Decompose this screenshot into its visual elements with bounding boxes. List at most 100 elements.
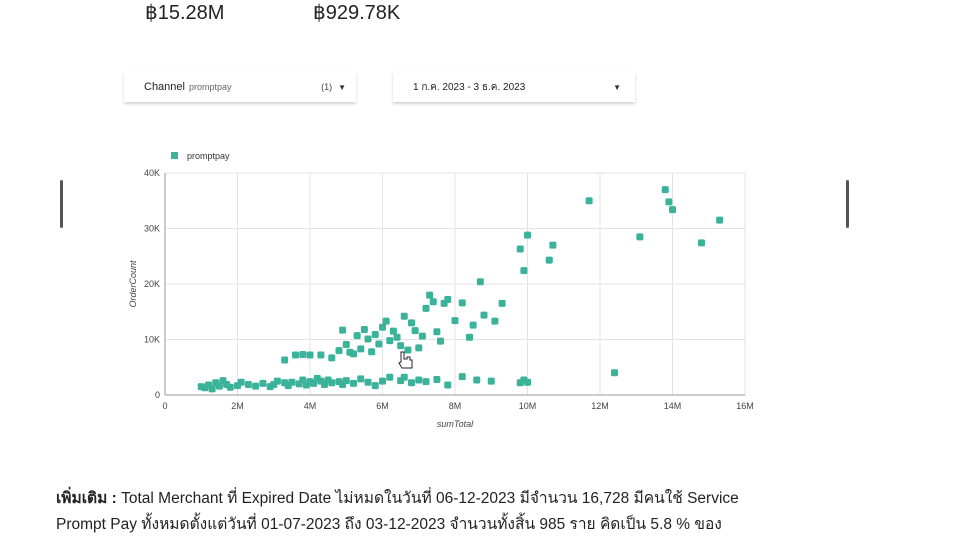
scatter-point[interactable]: [226, 383, 234, 391]
scatter-point[interactable]: [411, 327, 419, 335]
scatter-point[interactable]: [429, 298, 437, 306]
scatter-point[interactable]: [665, 198, 673, 206]
scatter-point[interactable]: [357, 345, 365, 353]
scatter-point[interactable]: [426, 291, 434, 299]
scatter-point[interactable]: [328, 379, 336, 387]
scatter-point[interactable]: [458, 373, 466, 381]
scatter-point[interactable]: [328, 354, 336, 362]
scatter-point[interactable]: [415, 344, 423, 352]
scatter-point[interactable]: [491, 317, 499, 325]
y-tick-label: 10K: [144, 335, 160, 345]
scatter-point[interactable]: [437, 337, 444, 345]
x-tick-label: 12M: [591, 401, 609, 411]
x-tick-label: 10M: [519, 401, 537, 411]
scatter-point[interactable]: [252, 382, 260, 390]
scatter-point[interactable]: [415, 376, 423, 384]
scatter-point[interactable]: [444, 381, 452, 389]
scatter-point[interactable]: [458, 299, 466, 307]
scatter-point[interactable]: [466, 333, 473, 341]
scatter-point[interactable]: [215, 382, 223, 390]
scatter-point[interactable]: [408, 319, 415, 327]
scatter-point[interactable]: [350, 379, 357, 387]
scatter-point[interactable]: [368, 348, 376, 356]
x-tick-label: 14M: [664, 401, 682, 411]
scatter-point[interactable]: [306, 351, 314, 359]
scatter-point[interactable]: [516, 245, 524, 253]
scatter-point[interactable]: [498, 299, 506, 307]
scatter-point[interactable]: [386, 337, 394, 345]
scatter-point[interactable]: [473, 376, 481, 384]
scatter-point[interactable]: [400, 373, 408, 381]
scatter-point[interactable]: [480, 311, 488, 319]
date-range-picker[interactable]: 1 ก.ค. 2023 - 3 ธ.ค. 2023 ▼: [393, 72, 635, 102]
scatter-point[interactable]: [400, 312, 408, 320]
scatter-point[interactable]: [292, 351, 299, 359]
scatter-point[interactable]: [433, 375, 441, 383]
scatter-point[interactable]: [636, 233, 644, 241]
scatter-point[interactable]: [451, 317, 459, 325]
scatter-point[interactable]: [281, 356, 289, 364]
scatter-point[interactable]: [422, 378, 430, 386]
chart-grid: [164, 172, 746, 396]
scatter-point[interactable]: [317, 351, 325, 359]
scatter-point[interactable]: [342, 340, 350, 348]
scatter-point[interactable]: [364, 378, 372, 386]
x-tick-label: 8M: [449, 401, 462, 411]
scatter-point[interactable]: [418, 332, 426, 340]
channel-filter-dropdown[interactable]: Channel promptpay (1) ▼: [124, 72, 356, 102]
scatter-point[interactable]: [524, 231, 531, 239]
scatter-point[interactable]: [389, 327, 397, 335]
scatter-point[interactable]: [520, 267, 528, 275]
scatter-point[interactable]: [698, 239, 705, 247]
chart-axes: 0 2M 4M 6M 8M 10M 12M 14M 16M 0 10K 20K 30K 40K: [144, 168, 754, 411]
scatter-point[interactable]: [371, 382, 379, 390]
scatter-point[interactable]: [357, 375, 365, 383]
scatter-point[interactable]: [259, 379, 267, 387]
left-scroll-handle[interactable]: [60, 180, 63, 228]
scatter-point[interactable]: [611, 369, 618, 377]
legend-label-promptpay: promptpay: [187, 151, 230, 161]
scatter-point[interactable]: [244, 380, 252, 388]
hand-cursor-icon: [398, 351, 413, 369]
scatter-point[interactable]: [433, 328, 441, 336]
x-tick-label: 4M: [304, 401, 317, 411]
scatter-point[interactable]: [288, 378, 296, 386]
scatter-point[interactable]: [549, 241, 557, 249]
scatter-point[interactable]: [364, 335, 372, 343]
scatter-point[interactable]: [524, 378, 531, 386]
scatter-point[interactable]: [408, 379, 415, 387]
right-scroll-handle[interactable]: [846, 180, 849, 228]
scatter-point[interactable]: [669, 206, 676, 214]
scatter-point[interactable]: [476, 278, 484, 286]
scatter-point[interactable]: [379, 377, 386, 385]
scatter-point[interactable]: [299, 350, 307, 358]
scatter-point[interactable]: [335, 347, 343, 355]
scatter-point[interactable]: [386, 373, 394, 381]
scatter-point[interactable]: [353, 332, 361, 340]
scatter-point[interactable]: [379, 323, 386, 331]
note-prefix: เพิ่มเติม :: [56, 490, 117, 507]
scatter-point[interactable]: [469, 321, 477, 329]
scatter-point[interactable]: [371, 331, 379, 339]
scatter-point[interactable]: [339, 326, 347, 334]
scatter-point[interactable]: [422, 304, 430, 312]
scatter-point[interactable]: [342, 377, 350, 385]
scatter-point[interactable]: [382, 317, 390, 325]
scatter-point[interactable]: [545, 256, 553, 264]
scatter-point[interactable]: [487, 377, 495, 385]
scatter-point[interactable]: [237, 378, 245, 386]
scatter-point[interactable]: [397, 342, 405, 350]
scatter-point[interactable]: [208, 385, 216, 393]
scatter-point[interactable]: [375, 340, 383, 348]
scatter-point[interactable]: [360, 326, 368, 334]
scatter-point[interactable]: [444, 296, 452, 304]
channel-filter-value: promptpay: [188, 82, 232, 92]
scatter-chart: 0 2M 4M 6M 8M 10M 12M 14M 16M 0 10K 20K 30K 40K promp…: [128, 151, 754, 429]
scatter-point[interactable]: [585, 197, 593, 205]
scatter-point[interactable]: [661, 186, 669, 194]
scatter-point[interactable]: [404, 346, 412, 354]
scatter-point[interactable]: [350, 350, 357, 358]
scatter-point[interactable]: [273, 377, 281, 385]
scatter-point[interactable]: [393, 333, 401, 341]
scatter-point[interactable]: [716, 216, 724, 224]
